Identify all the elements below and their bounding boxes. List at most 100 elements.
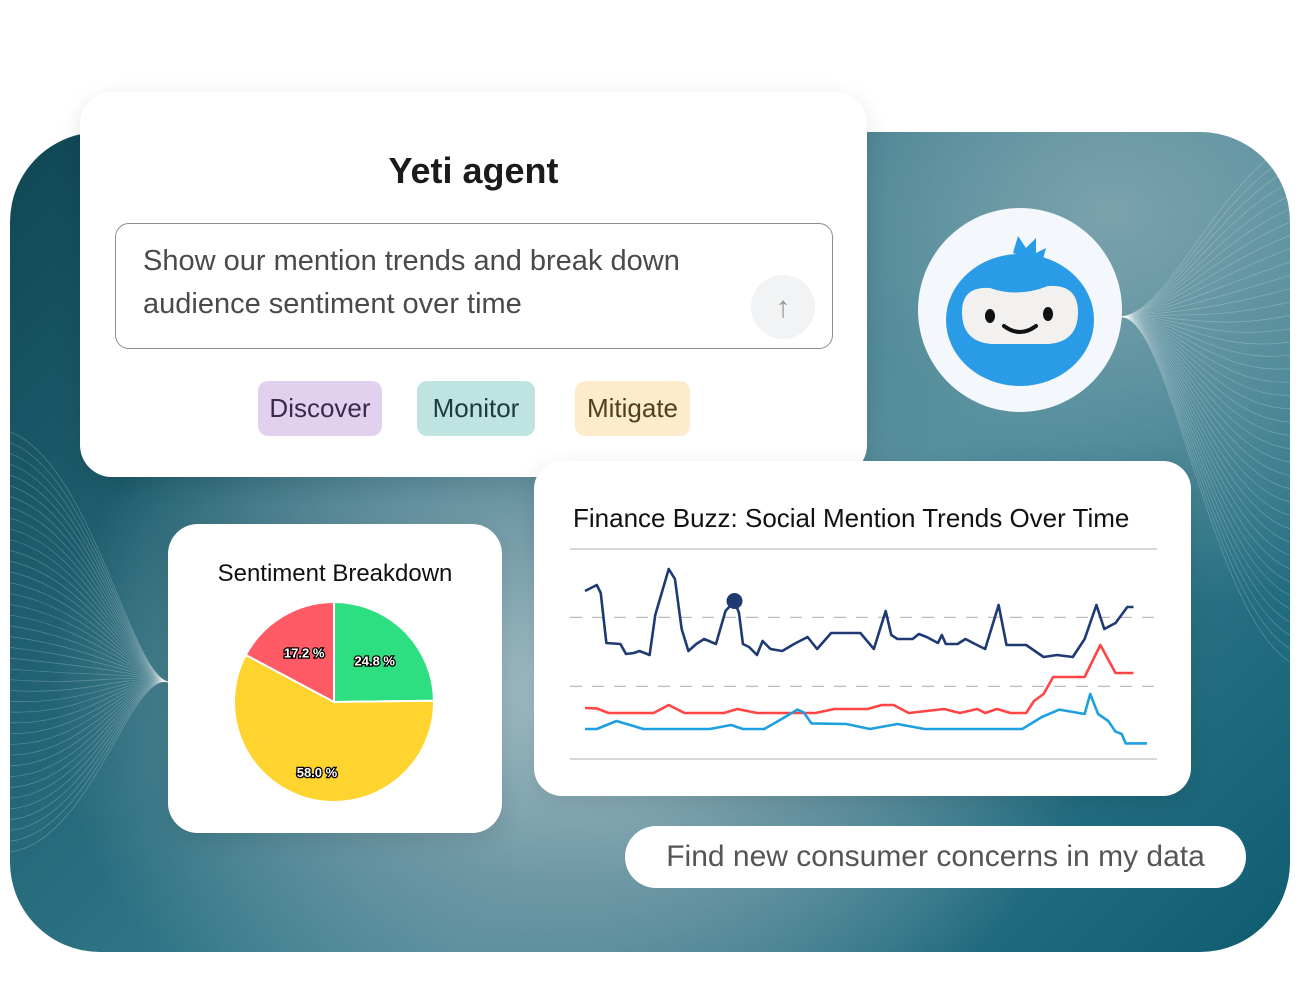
fan-line: [10, 681, 169, 821]
fan-line: [10, 463, 169, 683]
fan-line: [10, 679, 169, 692]
pie-label: 58.0 %: [297, 765, 338, 780]
fan-line: [1119, 316, 1290, 450]
fan-line: [10, 507, 169, 683]
fan-line: [1119, 316, 1290, 503]
fan-line: [10, 528, 169, 683]
fan-line: [10, 636, 169, 683]
fan-line: [10, 485, 169, 683]
fan-line: [1119, 316, 1290, 396]
line-chart: [570, 548, 1157, 760]
fan-line: [10, 614, 169, 683]
fan-line: [1119, 316, 1290, 530]
fan-line: [1119, 316, 1290, 476]
prompt-text: Show our mention trends and break down a…: [143, 245, 680, 320]
pie-label: 24.8 %: [355, 654, 396, 669]
fan-line: [1119, 316, 1290, 556]
fan-line: [1119, 316, 1290, 370]
fan-line: [10, 681, 169, 810]
fan-line: [1119, 316, 1290, 345]
pie-chart: 24.8 % 58.0 % 17.2 %: [233, 600, 436, 803]
fan-line: [10, 496, 169, 683]
fan-line: [10, 647, 169, 683]
fan-line: [1119, 235, 1290, 318]
fan-line: [10, 681, 169, 842]
fan-line: [1119, 316, 1290, 383]
fan-line: [1119, 316, 1290, 423]
highlight-point[interactable]: [726, 593, 743, 609]
fan-line: [1119, 261, 1290, 318]
fan-line: [1119, 181, 1290, 318]
fan-line: [1119, 141, 1290, 318]
fan-line: [1119, 314, 1290, 323]
fan-line: [1119, 274, 1290, 318]
fan-line: [1119, 155, 1290, 318]
series-line-2: [585, 692, 1147, 745]
suggestion-pill[interactable]: Find new consumer concerns in my data: [625, 826, 1246, 888]
fan-line: [10, 474, 169, 683]
chip-discover[interactable]: Discover: [258, 381, 382, 436]
yeti-mascot-icon: [946, 236, 1094, 386]
fan-line: [10, 681, 169, 831]
fan-line: [10, 603, 169, 683]
fan-line: [10, 571, 169, 683]
line-chart-title: Finance Buzz: Social Mention Trends Over…: [573, 503, 1130, 533]
pie-slice: [233, 653, 435, 803]
chip-monitor[interactable]: Monitor: [417, 381, 535, 436]
fan-line: [10, 539, 169, 683]
fan-line: [10, 517, 169, 683]
series-line-0: [584, 567, 1134, 659]
chip-mitigate[interactable]: Mitigate: [575, 381, 690, 436]
fan-line: [10, 680, 169, 734]
fan-line: [1119, 316, 1290, 663]
pie-slice: [244, 600, 335, 704]
fan-line: [1119, 316, 1290, 649]
fan-line: [10, 680, 169, 756]
fan-line: [10, 442, 169, 683]
yeti-agent-card: Yeti agent Show our mention trends and b…: [80, 92, 867, 477]
fan-line: [1119, 316, 1290, 623]
fan-line: [1119, 316, 1290, 516]
fan-line: [10, 680, 169, 713]
mention-trends-card: Finance Buzz: Social Mention Trends Over…: [534, 461, 1191, 796]
fan-line: [10, 680, 169, 724]
fan-line: [1119, 316, 1290, 333]
pie-label: 17.2 %: [284, 645, 325, 660]
pie-title: Sentiment Breakdown: [217, 560, 453, 587]
fan-line: [10, 679, 169, 702]
fan-line: [1119, 316, 1290, 410]
fan-line: [1119, 168, 1290, 318]
fan-line: [10, 560, 169, 683]
fan-line: [10, 668, 169, 683]
fan-line: [10, 680, 169, 767]
prompt-input[interactable]: Show our mention trends and break down a…: [115, 223, 833, 349]
fan-line: [1119, 316, 1290, 569]
pie-slice: [333, 600, 436, 704]
decorative-line-fans: [10, 141, 1290, 853]
fan-line: [1119, 316, 1290, 490]
fan-line: [1119, 221, 1290, 318]
fan-line: [10, 550, 169, 683]
fan-line: [1119, 316, 1290, 596]
fan-line: [10, 593, 169, 683]
fan-line: [10, 681, 169, 777]
avatar: [918, 208, 1122, 412]
series-line-1: [584, 643, 1134, 715]
fan-line: [1119, 195, 1290, 318]
fan-line: [10, 431, 169, 683]
fan-line: [10, 677, 169, 683]
sentiment-pie-card: Sentiment Breakdown 24.8 % 58.0 % 17.2 %: [168, 524, 502, 833]
fan-line: [1119, 316, 1290, 463]
send-button[interactable]: ↑: [751, 275, 815, 339]
fan-line: [10, 680, 169, 745]
fan-line: [1119, 208, 1290, 318]
arrow-up-icon: ↑: [775, 290, 791, 324]
fan-line: [10, 681, 169, 799]
fan-line: [1119, 248, 1290, 318]
fan-line: [1119, 316, 1290, 583]
fan-line: [10, 453, 169, 683]
fan-line: [1119, 316, 1290, 357]
fan-line: [10, 681, 169, 853]
fan-line: [10, 657, 169, 683]
fan-line: [1119, 288, 1290, 318]
